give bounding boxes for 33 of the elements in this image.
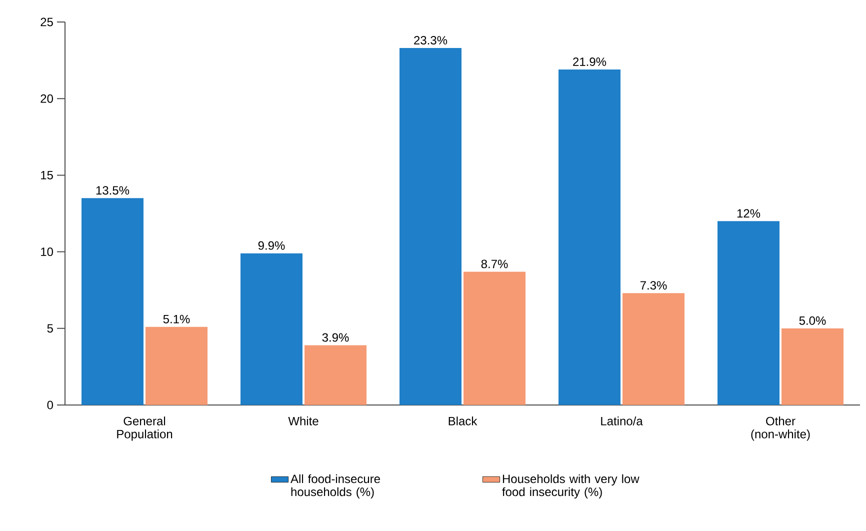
y-tick-label: 0 (47, 400, 54, 410)
data-label: 23.3% (414, 36, 448, 45)
y-tick-label: 5 (47, 324, 53, 333)
legend-label: Households with very low food insecurity (%) (502, 474, 640, 498)
bar (240, 253, 303, 405)
data-label: 5.0% (799, 316, 826, 325)
y-tick-label: 20 (40, 94, 54, 103)
bar (304, 345, 367, 405)
y-tick-label: 10 (41, 248, 54, 256)
y-tick-label: 25 (40, 18, 53, 26)
bar (399, 48, 462, 405)
bar (464, 272, 526, 405)
data-label: 13.5% (96, 186, 130, 195)
data-label: 9.9% (258, 241, 285, 250)
data-label: 7.3% (640, 281, 667, 290)
x-tick-label: White (288, 416, 318, 426)
x-tick-label: Other (non-white) (751, 416, 810, 441)
data-label: 12% (737, 209, 760, 218)
y-tick-label: 15 (41, 171, 53, 180)
data-label: 5.1% (163, 314, 190, 324)
bar (558, 69, 621, 405)
bar (146, 326, 208, 405)
data-label: 3.9% (322, 333, 349, 342)
legend-label: All food-insecure households (%) (290, 474, 380, 498)
x-tick-label: General Population (117, 416, 172, 441)
x-tick-label: Latino/a (601, 416, 643, 426)
bar (717, 221, 780, 405)
bar (782, 328, 844, 405)
bar (622, 293, 685, 405)
data-label: 21.9% (573, 57, 606, 66)
x-tick-label: Black (448, 416, 478, 426)
bar (81, 198, 144, 405)
data-label: 8.7% (481, 260, 508, 268)
